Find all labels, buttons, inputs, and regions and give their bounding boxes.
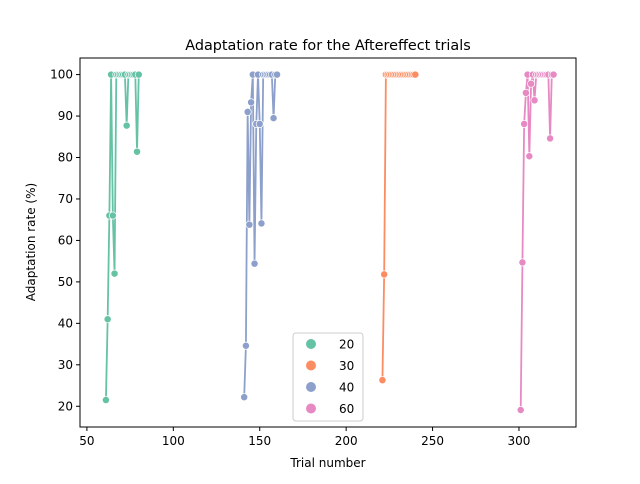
data-point bbox=[122, 121, 131, 130]
data-point bbox=[380, 270, 389, 279]
legend-marker-20 bbox=[306, 339, 316, 349]
data-point bbox=[527, 79, 536, 88]
x-axis-label: Trial number bbox=[289, 456, 365, 470]
legend-label-60: 60 bbox=[339, 402, 354, 416]
data-point bbox=[520, 119, 529, 128]
data-point bbox=[240, 393, 249, 402]
data-point bbox=[549, 70, 558, 79]
series-20 bbox=[101, 70, 143, 404]
x-tick-label: 200 bbox=[335, 434, 358, 448]
data-point bbox=[134, 70, 143, 79]
legend-label-30: 30 bbox=[339, 359, 354, 373]
data-point bbox=[257, 219, 266, 228]
legend-label-20: 20 bbox=[339, 338, 354, 352]
y-tick-label: 50 bbox=[58, 275, 73, 289]
y-tick-label: 60 bbox=[58, 233, 73, 247]
series-60 bbox=[516, 70, 558, 414]
y-tick-label: 70 bbox=[58, 192, 73, 206]
legend-marker-60 bbox=[306, 403, 316, 414]
data-point bbox=[378, 376, 387, 385]
y-tick-label: 90 bbox=[58, 109, 73, 123]
x-tick-label: 250 bbox=[421, 434, 444, 448]
x-tick-label: 150 bbox=[248, 434, 271, 448]
data-point bbox=[250, 259, 259, 268]
y-tick-label: 30 bbox=[58, 358, 73, 372]
axes-frame bbox=[79, 57, 577, 428]
data-point bbox=[546, 134, 555, 143]
data-point bbox=[255, 119, 264, 128]
data-point bbox=[518, 258, 527, 267]
legend-marker-30 bbox=[306, 360, 316, 371]
y-tick-label: 20 bbox=[58, 399, 73, 413]
data-point bbox=[273, 70, 281, 79]
data-point bbox=[103, 315, 112, 324]
data-point bbox=[241, 341, 250, 350]
data-point bbox=[525, 152, 534, 161]
data-point bbox=[247, 98, 256, 107]
data-point bbox=[108, 211, 117, 220]
x-tick-label: 300 bbox=[508, 434, 531, 448]
y-tick-label: 40 bbox=[58, 316, 73, 330]
legend: 20 30 40 60 bbox=[292, 332, 364, 422]
series-30 bbox=[378, 70, 420, 385]
chart-title: Adaptation rate for the Aftereffect tria… bbox=[185, 38, 471, 54]
data-point bbox=[269, 114, 278, 123]
x-tick-label: 100 bbox=[162, 434, 185, 448]
data-point bbox=[516, 406, 525, 414]
data-point bbox=[530, 96, 539, 105]
data-point bbox=[133, 147, 141, 156]
series-40 bbox=[240, 70, 281, 402]
plot-area bbox=[101, 70, 558, 414]
y-tick-label: 100 bbox=[50, 68, 73, 82]
legend-label-40: 40 bbox=[339, 381, 354, 395]
y-axis-label: Adaptation rate (%) bbox=[24, 183, 38, 301]
data-point bbox=[411, 70, 420, 79]
y-tick-label: 80 bbox=[58, 151, 73, 165]
data-point bbox=[101, 396, 110, 404]
data-point bbox=[243, 107, 252, 116]
data-point bbox=[245, 220, 254, 229]
axes: 50 100 150 200 250 300 20 30 40 50 60 70 80 90 100 bbox=[50, 57, 577, 448]
legend-marker-40 bbox=[306, 382, 316, 392]
data-point bbox=[110, 269, 119, 278]
data-point bbox=[521, 88, 530, 97]
x-tick-label: 50 bbox=[79, 434, 94, 448]
legend-frame bbox=[292, 332, 364, 422]
